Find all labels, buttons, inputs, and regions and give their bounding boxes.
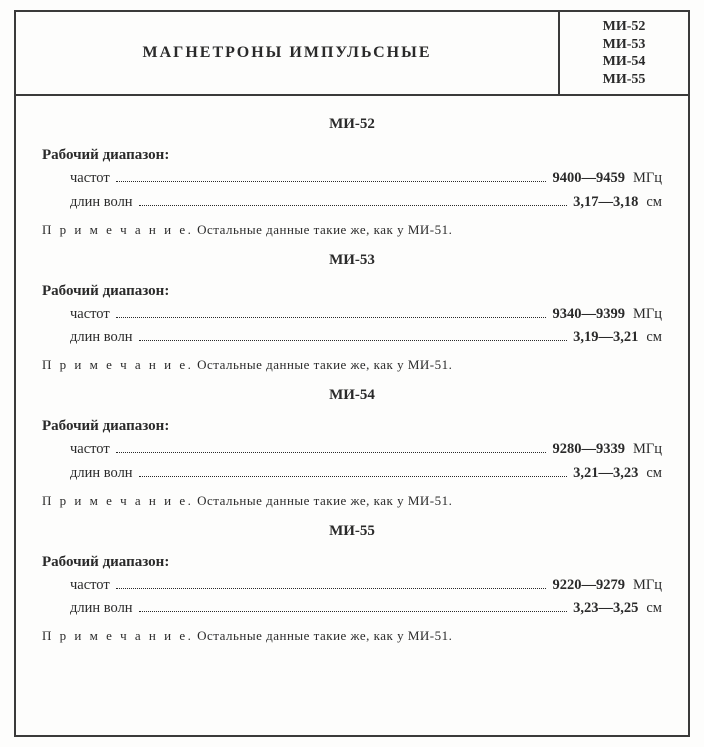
row-unit: см [646,463,662,485]
row-value: 9400—9459 [552,168,625,190]
row-unit: см [646,598,662,620]
header-code: МИ-55 [603,71,646,89]
row-value: 3,23—3,25 [573,598,638,620]
header-code: МИ-53 [603,36,646,54]
model-title: МИ-55 [42,523,662,540]
model-block: МИ-52 Рабочий диапазон: частот 9400—9459… [42,116,662,238]
row-unit: МГц [633,439,662,461]
spec-row-freq: частот 9340—9399 МГц [70,304,662,326]
section-label: Рабочий диапазон: [42,283,662,300]
row-label: частот [70,575,110,597]
leader-dots [139,340,568,341]
row-label: частот [70,304,110,326]
spec-row-freq: частот 9280—9339 МГц [70,439,662,461]
note-label: П р и м е ч а н и е. [42,493,193,508]
note-text: Остальные данные такие же, как у МИ-51. [197,357,452,372]
leader-dots [116,452,547,453]
note: П р и м е ч а н и е. Остальные данные та… [42,357,662,373]
row-unit: см [646,327,662,349]
model-title: МИ-52 [42,116,662,133]
leader-dots [116,588,547,589]
row-value: 9220—9279 [552,575,625,597]
row-value: 3,17—3,18 [573,192,638,214]
note: П р и м е ч а н и е. Остальные данные та… [42,628,662,644]
row-label: длин волн [70,327,133,349]
row-unit: МГц [633,575,662,597]
leader-dots [139,611,568,612]
header-title: МАГНЕТРОНЫ ИМПУЛЬСНЫЕ [16,12,560,94]
header-codes: МИ-52 МИ-53 МИ-54 МИ-55 [560,12,688,94]
row-unit: МГц [633,168,662,190]
row-value: 3,21—3,23 [573,463,638,485]
model-title: МИ-54 [42,387,662,404]
note: П р и м е ч а н и е. Остальные данные та… [42,222,662,238]
note-label: П р и м е ч а н и е. [42,222,193,237]
spec-row-wave: длин волн 3,23—3,25 см [70,598,662,620]
section-label: Рабочий диапазон: [42,418,662,435]
header-code: МИ-52 [603,18,646,36]
model-block: МИ-54 Рабочий диапазон: частот 9280—9339… [42,387,662,509]
leader-dots [116,181,547,182]
spec-row-freq: частот 9220—9279 МГц [70,575,662,597]
document-frame: МАГНЕТРОНЫ ИМПУЛЬСНЫЕ МИ-52 МИ-53 МИ-54 … [14,10,690,737]
note-text: Остальные данные такие же, как у МИ-51. [197,493,452,508]
row-label: частот [70,168,110,190]
header-code: МИ-54 [603,53,646,71]
section-label: Рабочий диапазон: [42,554,662,571]
note-text: Остальные данные такие же, как у МИ-51. [197,628,452,643]
model-title: МИ-53 [42,252,662,269]
row-value: 9340—9399 [552,304,625,326]
content: МИ-52 Рабочий диапазон: частот 9400—9459… [16,96,688,644]
model-block: МИ-53 Рабочий диапазон: частот 9340—9399… [42,252,662,374]
row-unit: см [646,192,662,214]
spec-row-wave: длин волн 3,19—3,21 см [70,327,662,349]
section-label: Рабочий диапазон: [42,147,662,164]
row-value: 9280—9339 [552,439,625,461]
leader-dots [116,317,547,318]
row-label: частот [70,439,110,461]
leader-dots [139,205,568,206]
row-label: длин волн [70,463,133,485]
row-unit: МГц [633,304,662,326]
note-label: П р и м е ч а н и е. [42,628,193,643]
note-label: П р и м е ч а н и е. [42,357,193,372]
header: МАГНЕТРОНЫ ИМПУЛЬСНЫЕ МИ-52 МИ-53 МИ-54 … [16,12,688,96]
row-label: длин волн [70,192,133,214]
note-text: Остальные данные такие же, как у МИ-51. [197,222,452,237]
row-value: 3,19—3,21 [573,327,638,349]
model-block: МИ-55 Рабочий диапазон: частот 9220—9279… [42,523,662,645]
leader-dots [139,476,568,477]
row-label: длин волн [70,598,133,620]
page: МАГНЕТРОНЫ ИМПУЛЬСНЫЕ МИ-52 МИ-53 МИ-54 … [0,0,704,747]
spec-row-wave: длин волн 3,21—3,23 см [70,463,662,485]
spec-row-wave: длин волн 3,17—3,18 см [70,192,662,214]
note: П р и м е ч а н и е. Остальные данные та… [42,493,662,509]
spec-row-freq: частот 9400—9459 МГц [70,168,662,190]
